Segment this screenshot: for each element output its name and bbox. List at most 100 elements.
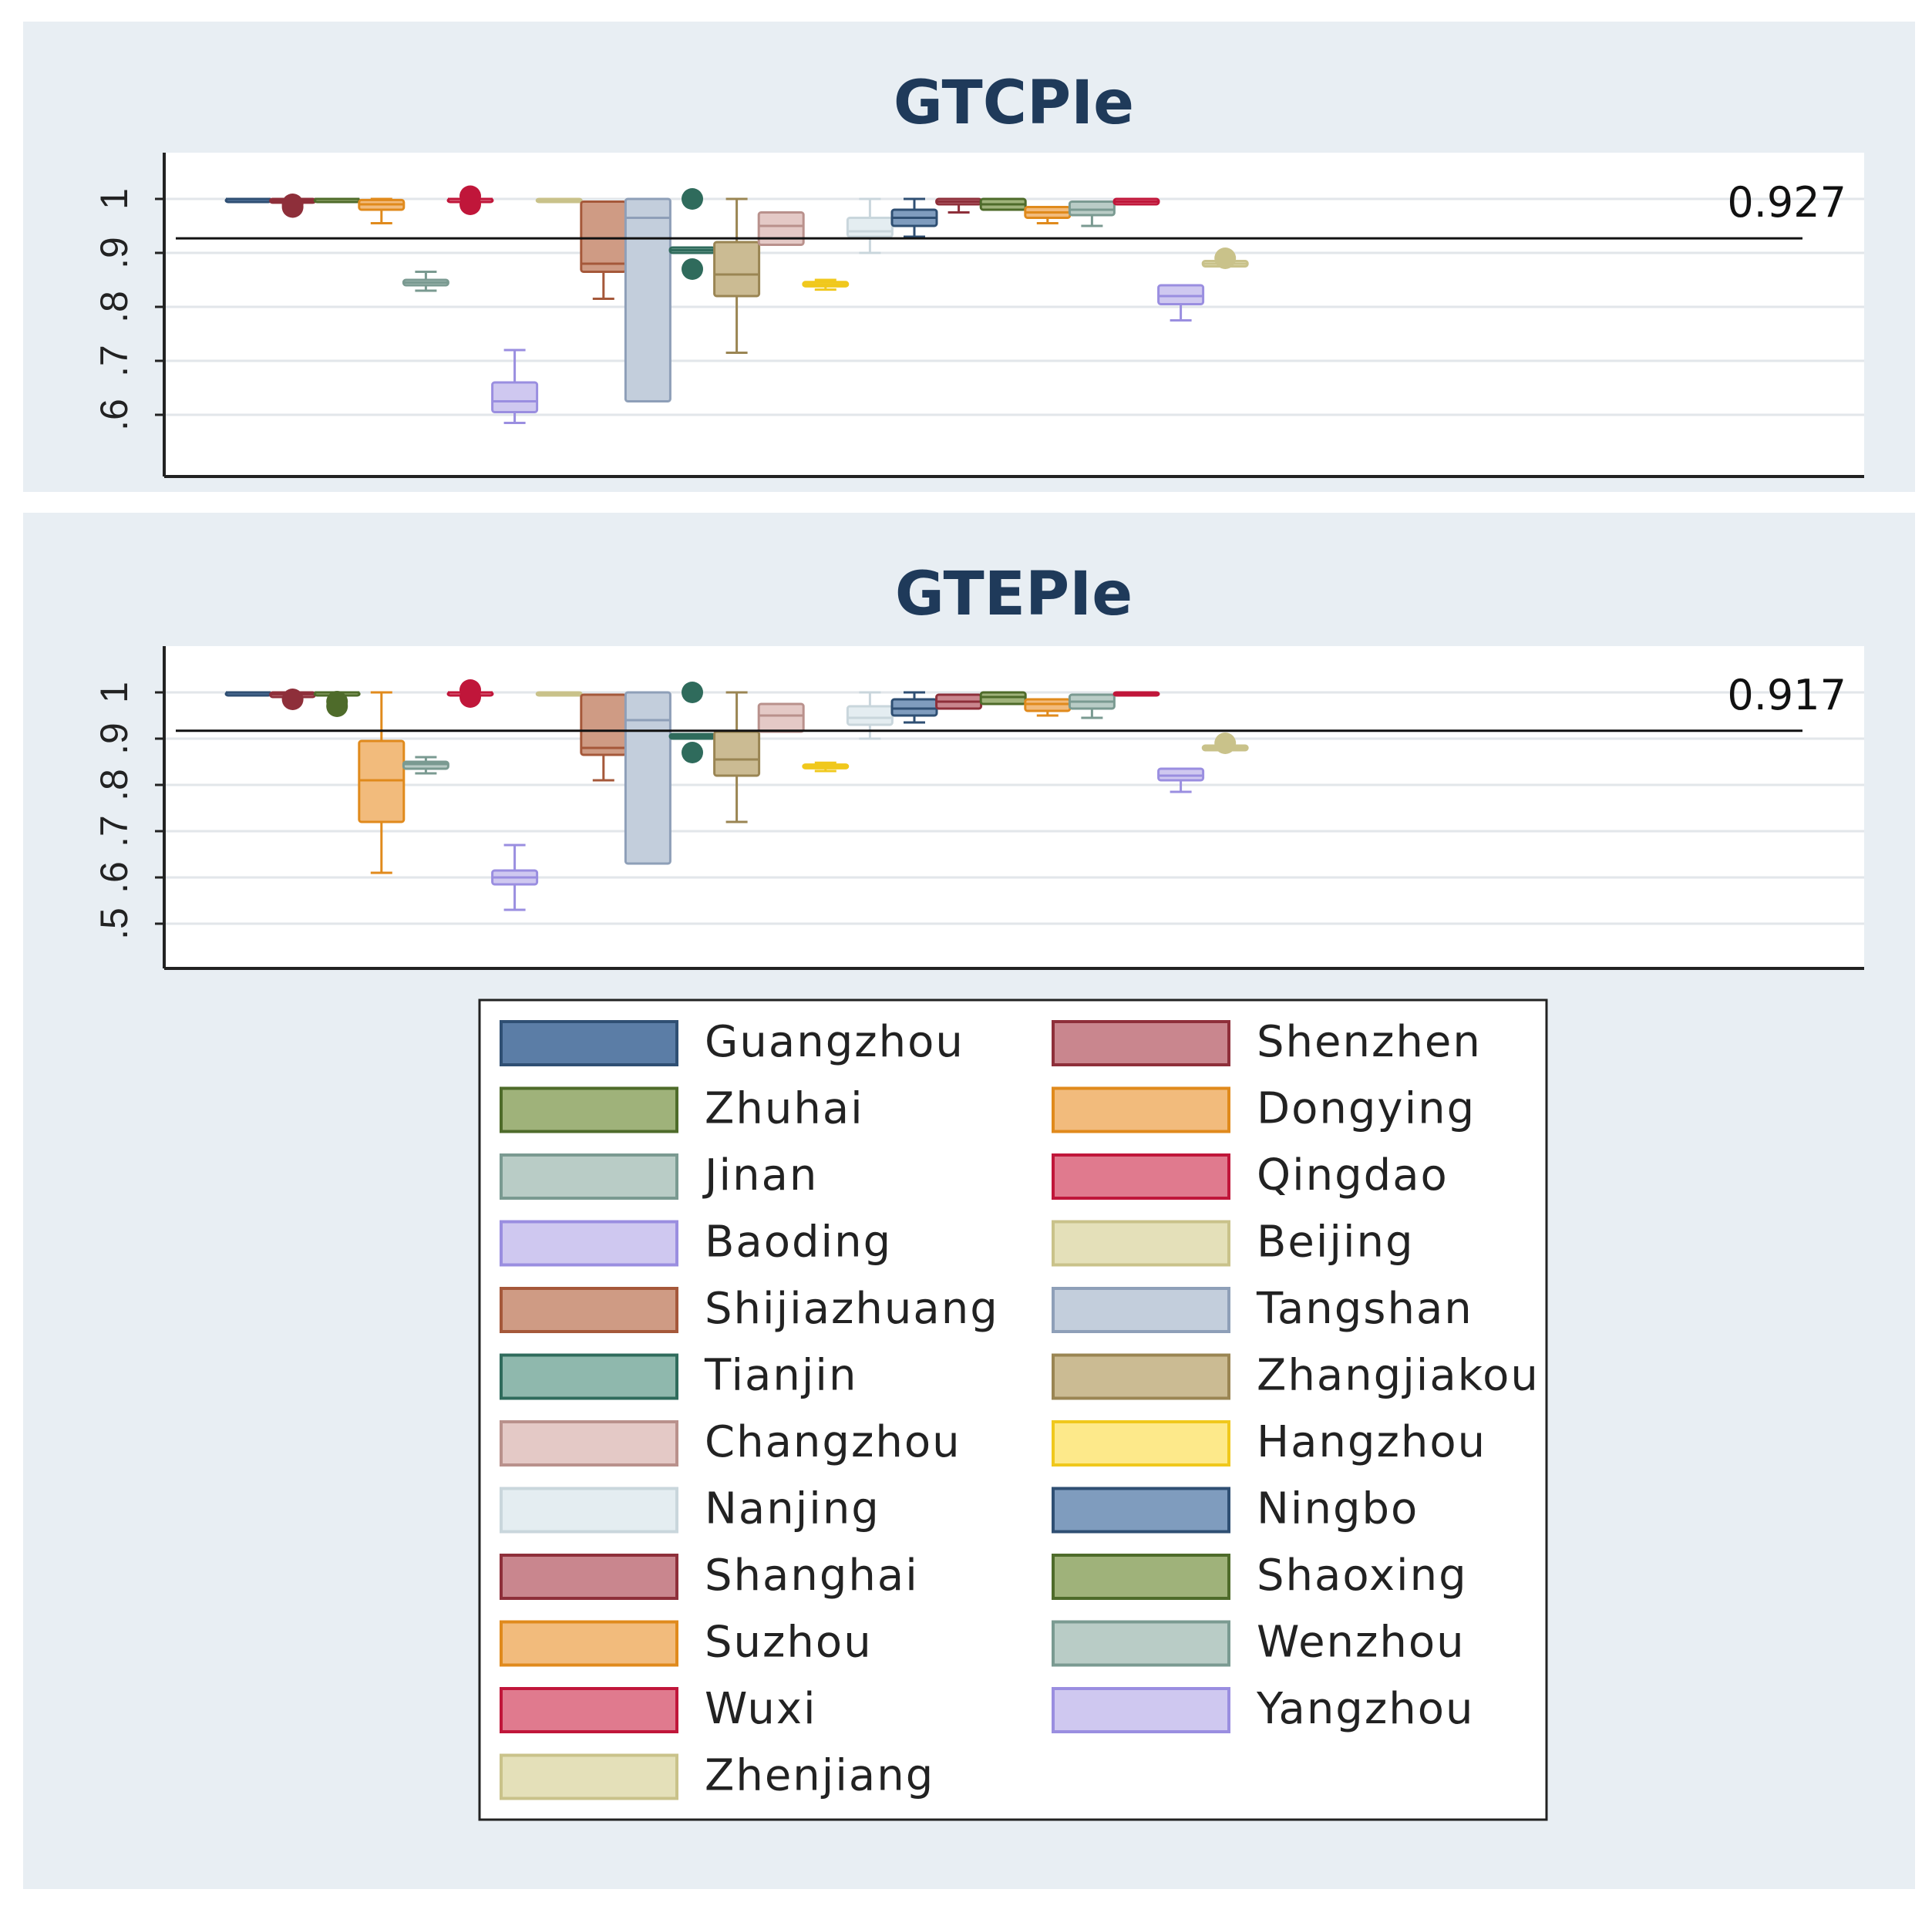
legend-swatch bbox=[500, 1086, 678, 1133]
legend-label: Dongying bbox=[1257, 1084, 1476, 1134]
box-wenzhou bbox=[1068, 693, 1116, 719]
legend-label: Tianjin bbox=[704, 1351, 857, 1401]
box-jinan bbox=[402, 756, 449, 775]
legend-label: Tangshan bbox=[1256, 1284, 1473, 1334]
y-tick-label: .5 bbox=[93, 908, 136, 940]
box-iqr bbox=[846, 705, 894, 726]
legend-swatch bbox=[1052, 1554, 1230, 1600]
legend-label: Shaoxing bbox=[1257, 1551, 1468, 1601]
box-beijing bbox=[535, 197, 583, 204]
box-shanghai bbox=[935, 693, 983, 710]
legend-item-guangzhou: Guangzhou bbox=[500, 1017, 964, 1067]
legend-swatch bbox=[1052, 1353, 1230, 1400]
box-iqr bbox=[846, 217, 894, 238]
outlier-point bbox=[326, 691, 348, 712]
legend-label: Beijing bbox=[1257, 1217, 1415, 1268]
legend-item-shaoxing: Shaoxing bbox=[1052, 1551, 1468, 1601]
chart-title-gtepie: GTEPIe bbox=[895, 560, 1133, 629]
legend-swatch bbox=[500, 1687, 678, 1733]
legend-swatch bbox=[1052, 1153, 1230, 1200]
outlier-point bbox=[682, 258, 703, 280]
legend-item-jinan: Jinan bbox=[500, 1150, 818, 1201]
chart-title-gtcpie: GTCPIe bbox=[894, 69, 1134, 138]
legend-swatch bbox=[1052, 1620, 1230, 1667]
legend-item-hangzhou: Hangzhou bbox=[1052, 1417, 1485, 1467]
legend-label: Jinan bbox=[702, 1150, 818, 1201]
box-jinan bbox=[402, 271, 449, 292]
box-tianjin bbox=[668, 188, 716, 280]
legend-label: Suzhou bbox=[705, 1618, 873, 1668]
legend-item-wuxi: Wuxi bbox=[500, 1684, 816, 1734]
legend-label: Guangzhou bbox=[705, 1017, 964, 1067]
box-tianjin bbox=[668, 682, 716, 763]
outlier-point bbox=[682, 682, 703, 703]
y-tick-label: .6 bbox=[93, 861, 136, 894]
outlier-point bbox=[1214, 248, 1237, 269]
legend-swatch bbox=[500, 1554, 678, 1600]
legend-item-tianjin: Tianjin bbox=[500, 1351, 857, 1401]
legend-label: Zhangjiakou bbox=[1257, 1351, 1540, 1401]
box-iqr bbox=[1068, 200, 1116, 217]
legend-box bbox=[478, 998, 1548, 1821]
outlier-point bbox=[1214, 732, 1237, 754]
box-wenzhou bbox=[1068, 200, 1116, 227]
box-zhangjiakou bbox=[713, 197, 761, 354]
box-shenzhen bbox=[269, 689, 317, 710]
box-nanjing bbox=[846, 197, 894, 254]
legend-item-dongying: Dongying bbox=[1052, 1084, 1476, 1134]
box-shaoxing bbox=[979, 197, 1027, 211]
box-zhuhai bbox=[313, 197, 361, 204]
legend-label: Baoding bbox=[705, 1217, 892, 1268]
box-iqr bbox=[491, 381, 539, 413]
legend-swatch bbox=[1052, 1086, 1230, 1133]
legend-item-yangzhou: Yangzhou bbox=[1052, 1684, 1473, 1734]
legend-item-zhuhai: Zhuhai bbox=[500, 1084, 864, 1134]
legend-swatch bbox=[500, 1753, 678, 1800]
box-beijing bbox=[535, 691, 583, 697]
plot-gtepie: .5 .6 .7 .8 .9 1 0.917 bbox=[93, 646, 1864, 970]
legend-label: Qingdao bbox=[1257, 1150, 1449, 1201]
box-dongying bbox=[358, 197, 406, 224]
y-tick-label: .8 bbox=[93, 291, 136, 323]
legend-label: Shenzhen bbox=[1257, 1017, 1482, 1067]
legend-swatch bbox=[1052, 1220, 1230, 1267]
legend-item-shijiazhuang: Shijiazhuang bbox=[500, 1284, 999, 1334]
legend-label: Zhuhai bbox=[705, 1084, 864, 1134]
legend-swatch bbox=[1052, 1287, 1230, 1333]
y-tick-label: 1 bbox=[93, 188, 136, 210]
legend-item-tangshan: Tangshan bbox=[1052, 1284, 1473, 1334]
legend-label: Changzhou bbox=[705, 1417, 961, 1467]
outlier-point bbox=[281, 194, 304, 215]
box-shanghai bbox=[935, 197, 983, 214]
legend-label: Shijiazhuang bbox=[705, 1284, 999, 1334]
box-guangzhou bbox=[224, 197, 272, 204]
box-hangzhou bbox=[802, 278, 850, 291]
box-zhenjiang bbox=[1201, 248, 1249, 269]
reference-label: 0.927 bbox=[1727, 178, 1846, 227]
outlier-point bbox=[682, 188, 703, 210]
legend-item-ningbo: Ningbo bbox=[1052, 1484, 1417, 1534]
outlier-point bbox=[459, 679, 481, 701]
legend-swatch bbox=[500, 1020, 678, 1066]
box-yangzhou bbox=[1157, 767, 1205, 793]
box-iqr bbox=[580, 693, 628, 756]
box-dongying bbox=[358, 691, 406, 874]
y-tick-label: .9 bbox=[93, 722, 136, 755]
legend-item-suzhou: Suzhou bbox=[500, 1618, 873, 1668]
y-tick-label: .7 bbox=[93, 345, 136, 377]
box-iqr bbox=[624, 691, 671, 865]
box-tangshan bbox=[624, 691, 671, 865]
plot-gtcpie: .6 .7 .8 .9 1 0.927 bbox=[93, 153, 1864, 478]
box-hangzhou bbox=[802, 761, 850, 773]
box-baoding bbox=[491, 349, 539, 424]
y-tick-label: .8 bbox=[93, 769, 136, 801]
legend-item-shanghai: Shanghai bbox=[500, 1551, 917, 1601]
box-ningbo bbox=[890, 197, 938, 238]
legend-item-wenzhou: Wenzhou bbox=[1052, 1618, 1464, 1668]
box-iqr bbox=[757, 702, 805, 733]
outlier-point bbox=[281, 689, 304, 710]
outlier-point bbox=[682, 742, 703, 763]
legend-swatch bbox=[500, 1487, 678, 1534]
legend-item-zhenjiang: Zhenjiang bbox=[500, 1751, 933, 1801]
box-yangzhou bbox=[1157, 284, 1205, 322]
